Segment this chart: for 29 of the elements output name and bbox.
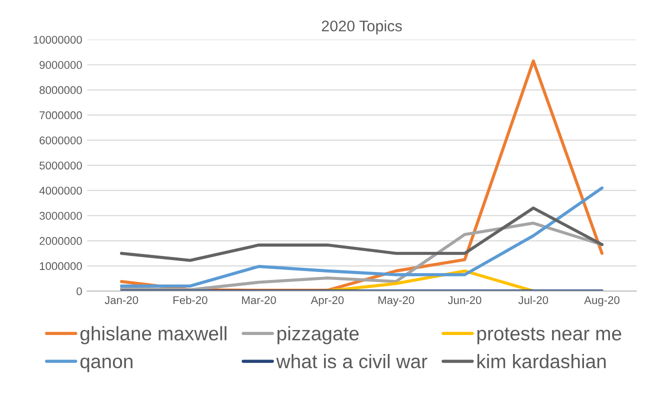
line-series bbox=[120, 206, 604, 262]
y-tick-label: 3000000 bbox=[40, 212, 82, 220]
x-tick-label: Mar-20 bbox=[242, 296, 276, 304]
legend-label: kim kardashian bbox=[477, 354, 606, 368]
legend-label: pizzagate bbox=[278, 326, 359, 344]
chart-title: 2020 Topics bbox=[322, 20, 402, 34]
y-tick-label: 1000000 bbox=[40, 262, 82, 270]
y-tick-label: 0 bbox=[76, 287, 82, 296]
y-tick-label: 10000000 bbox=[34, 36, 82, 44]
y-tick-label: 4000000 bbox=[39, 186, 82, 195]
line-series bbox=[120, 222, 604, 292]
x-tick-label: Jun-20 bbox=[448, 296, 482, 304]
legend-label: ghislane maxwell bbox=[80, 326, 226, 344]
y-tick-label: 9000000 bbox=[40, 61, 82, 69]
y-tick-label: 5000000 bbox=[40, 162, 82, 170]
y-tick-label: 8000000 bbox=[40, 86, 82, 94]
y-tick-label: 7000000 bbox=[40, 111, 82, 120]
line-series bbox=[120, 186, 604, 288]
x-tick-label: Aug-20 bbox=[584, 296, 620, 306]
x-tick-label: Feb-20 bbox=[173, 296, 208, 304]
y-tick-label: 2000000 bbox=[40, 237, 82, 245]
legend-label: what is a civil war bbox=[276, 354, 428, 368]
x-tick-label: Apr-20 bbox=[310, 296, 344, 306]
legend-label: qanon bbox=[80, 358, 132, 372]
x-tick-label: Jan-20 bbox=[104, 296, 138, 304]
x-tick-label: Jul-20 bbox=[518, 296, 548, 304]
x-tick-label: May-20 bbox=[378, 296, 414, 306]
legend-label: protests near me bbox=[477, 328, 622, 344]
y-tick-label: 6000000 bbox=[40, 136, 82, 144]
